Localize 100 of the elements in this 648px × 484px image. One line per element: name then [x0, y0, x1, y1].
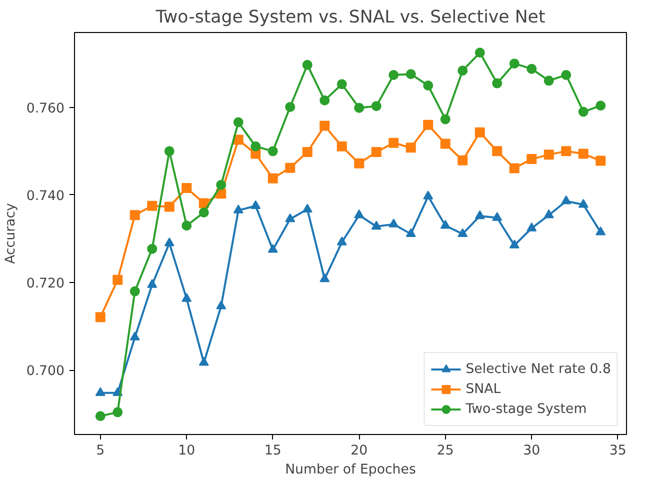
legend-label: Two-stage System: [466, 402, 587, 416]
point: [474, 48, 485, 58]
point: [285, 162, 296, 173]
point: [371, 101, 382, 112]
legend-label: Selective Net rate 0.8: [466, 362, 611, 376]
point: [302, 147, 312, 158]
point: [285, 102, 296, 112]
point: [474, 127, 485, 138]
point: [250, 141, 261, 152]
point: [302, 204, 312, 213]
point: [509, 240, 520, 248]
point: [492, 212, 502, 221]
point: [406, 69, 416, 80]
point: [354, 102, 364, 113]
x-tick-label: 15: [264, 444, 282, 458]
point: [336, 79, 347, 90]
point: [233, 134, 244, 145]
point: [578, 148, 588, 159]
point: [112, 274, 123, 285]
point: [320, 273, 330, 282]
point: [544, 76, 554, 86]
point: [509, 58, 520, 69]
y-tick-label: 0.740: [26, 188, 64, 204]
point: [596, 156, 606, 166]
point: [544, 150, 554, 160]
point: [388, 218, 399, 228]
point: [596, 226, 606, 236]
point: [388, 70, 399, 80]
point: [285, 213, 296, 222]
point: [147, 279, 158, 288]
point: [561, 70, 572, 80]
point: [233, 204, 244, 214]
point: [182, 182, 192, 193]
x-tick-label: 35: [609, 444, 626, 458]
point: [95, 387, 106, 396]
point: [561, 195, 572, 204]
x-tick-label: 10: [178, 444, 196, 458]
point: [182, 220, 192, 231]
point: [336, 236, 347, 246]
point: [216, 300, 226, 310]
point: [578, 198, 588, 208]
x-tick-label: 20: [350, 444, 368, 458]
y-tick-label: 0.720: [26, 276, 64, 292]
point: [268, 146, 278, 156]
point: [130, 286, 140, 296]
y-tick-label: 0.700: [26, 364, 64, 380]
point: [458, 66, 468, 76]
point: [320, 95, 330, 106]
point: [406, 228, 416, 238]
legend-label: SNAL: [466, 382, 501, 396]
point: [596, 100, 606, 111]
x-tick-label: 30: [523, 444, 540, 458]
point: [216, 180, 226, 190]
point: [371, 147, 382, 158]
point: [440, 114, 450, 124]
point: [440, 220, 450, 229]
point: [526, 64, 537, 74]
point: [526, 222, 537, 232]
point: [130, 332, 140, 340]
point: [458, 228, 468, 238]
point: [233, 117, 244, 128]
point: [130, 210, 140, 220]
point: [423, 120, 434, 130]
point: [198, 356, 209, 366]
point: [182, 293, 192, 302]
x-tick-label: 25: [436, 444, 454, 458]
point: [250, 200, 261, 210]
point: [440, 138, 450, 149]
point: [302, 60, 312, 70]
point: [492, 78, 502, 88]
point: [164, 146, 174, 156]
point: [198, 207, 209, 218]
point: [474, 210, 485, 220]
point: [492, 146, 502, 156]
point: [578, 106, 588, 117]
point: [406, 142, 416, 153]
point: [526, 154, 537, 164]
point: [371, 220, 382, 230]
point: [147, 200, 158, 211]
chart-title: Two-stage System vs. SNAL vs. Selective Net: [154, 8, 546, 28]
point: [164, 202, 174, 212]
point: [320, 120, 330, 131]
point: [388, 138, 399, 148]
point: [147, 244, 158, 254]
x-axis-title: Number of Epoches: [285, 462, 416, 478]
point: [423, 190, 434, 200]
y-axis-title: Accuracy: [3, 202, 18, 264]
point: [458, 155, 468, 166]
point: [164, 237, 174, 246]
point: [268, 173, 278, 184]
point: [336, 141, 347, 152]
y-tick-label: 0.760: [26, 101, 64, 116]
point: [423, 80, 434, 90]
point: [354, 209, 364, 218]
point: [561, 146, 572, 156]
point: [268, 244, 278, 253]
point: [354, 158, 364, 168]
point: [509, 163, 520, 174]
point: [95, 312, 106, 322]
x-tick-label: 5: [96, 444, 105, 458]
